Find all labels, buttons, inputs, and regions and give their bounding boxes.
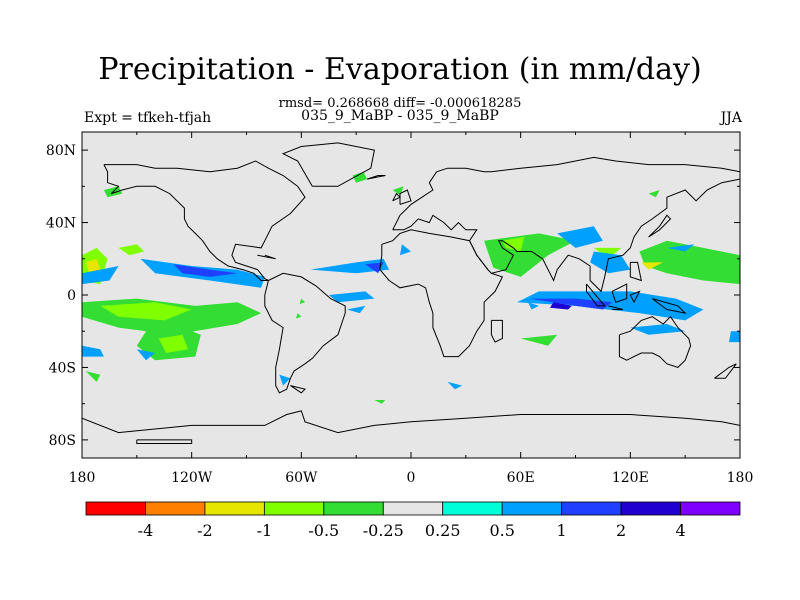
legend-swatch bbox=[263, 501, 325, 516]
legend-label: -2 bbox=[197, 521, 213, 540]
coastline-8 bbox=[608, 305, 624, 310]
anomaly-region-19 bbox=[328, 291, 375, 303]
coastline-13 bbox=[629, 261, 642, 282]
anomaly-region-4 bbox=[82, 266, 119, 285]
coastline-11 bbox=[652, 298, 687, 314]
legend-label: 0.5 bbox=[489, 521, 514, 540]
x-tick-label: 120E bbox=[612, 470, 649, 486]
y-tick-label: 40N bbox=[46, 216, 76, 232]
coastline-14 bbox=[714, 363, 737, 379]
legend-label: 2 bbox=[616, 521, 626, 540]
anomaly-region-15 bbox=[295, 313, 302, 319]
anomaly-region-17 bbox=[365, 262, 384, 274]
color-legend: -4 -2 -1 -0.5 -0.25 0.25 0.5 1 2 4 bbox=[85, 501, 741, 540]
anomaly-region-21 bbox=[352, 171, 368, 183]
anomaly-region-3 bbox=[85, 258, 101, 274]
anomaly-region-25 bbox=[648, 190, 660, 198]
anomaly-region-27 bbox=[557, 226, 603, 248]
legend-swatch bbox=[442, 501, 503, 516]
anomaly-region-35 bbox=[529, 298, 613, 310]
legend-label: 1 bbox=[557, 521, 567, 540]
anomaly-region-31 bbox=[639, 240, 740, 285]
anomaly-region-40 bbox=[447, 381, 463, 390]
anomaly-region-10 bbox=[82, 345, 104, 357]
anomaly-region-29 bbox=[593, 247, 622, 259]
coastlines bbox=[82, 142, 740, 444]
legend-swatch bbox=[382, 501, 444, 516]
anomaly-region-5 bbox=[118, 244, 145, 256]
coastline-9 bbox=[611, 283, 628, 303]
coastline-7 bbox=[586, 283, 606, 307]
anomaly-region-23 bbox=[374, 400, 386, 404]
anomaly-region-39 bbox=[729, 331, 740, 343]
stats-line: rmsd= 0.268668 diff= -0.000618285 bbox=[278, 96, 522, 111]
anomaly-region-32 bbox=[641, 262, 664, 270]
legend-swatch bbox=[204, 501, 265, 516]
x-tick-label: 60W bbox=[285, 470, 318, 486]
legend-swatch bbox=[620, 501, 681, 516]
coastline-2 bbox=[281, 142, 375, 187]
y-tick-label: 80N bbox=[46, 143, 76, 159]
legend-swatch bbox=[145, 501, 206, 516]
legend-label: -4 bbox=[138, 521, 154, 540]
anomaly-region-7 bbox=[100, 302, 192, 321]
legend-swatch bbox=[323, 501, 384, 516]
chart-title: Precipitation - Evaporation (in mm/day) bbox=[98, 52, 702, 87]
anomaly-region-28 bbox=[502, 237, 525, 252]
anomaly-region-16 bbox=[310, 258, 390, 274]
anomaly-region-30 bbox=[590, 251, 631, 274]
coastline-21 bbox=[290, 385, 306, 394]
coastline-3 bbox=[392, 156, 740, 293]
coastline-5 bbox=[618, 315, 692, 368]
anomaly-region-1 bbox=[173, 264, 238, 277]
anomaly-region-37 bbox=[520, 334, 558, 346]
y-tick-label: 80S bbox=[49, 433, 76, 449]
coastline-19 bbox=[82, 410, 740, 434]
coastline-1 bbox=[264, 272, 346, 394]
coastline-16 bbox=[392, 192, 401, 202]
x-tick-label: 180 bbox=[727, 470, 754, 486]
coastline-18 bbox=[257, 254, 276, 260]
experiment-label: Expt = tfkeh-tfjah bbox=[84, 110, 212, 126]
anomaly-region-13 bbox=[279, 374, 291, 386]
y-axis: 80N 40N 0 40S 80S bbox=[46, 143, 740, 449]
case-label: 035_9_MaBP - 035_9_MaBP bbox=[301, 108, 499, 124]
anomaly-region-41 bbox=[528, 302, 539, 310]
legend-swatch bbox=[501, 501, 563, 516]
x-tick-label: 60E bbox=[507, 470, 535, 486]
anomaly-region-12 bbox=[85, 371, 101, 382]
anomaly-region-20 bbox=[347, 305, 366, 314]
anomaly-region-33 bbox=[666, 244, 695, 252]
y-tick-label: 0 bbox=[67, 288, 76, 304]
x-axis: 180 120W 60W 0 60E 120E 180 bbox=[69, 132, 754, 486]
legend-label: -0.5 bbox=[308, 521, 339, 540]
coastline-4 bbox=[379, 229, 504, 358]
anomaly-region-36 bbox=[549, 302, 572, 310]
y-tick-label: 40S bbox=[49, 360, 76, 376]
anomaly-region-14 bbox=[299, 298, 305, 305]
anomaly-region-18 bbox=[400, 244, 411, 256]
anomaly-region-38 bbox=[630, 324, 686, 335]
coastline-20 bbox=[136, 439, 193, 444]
legend-swatch bbox=[85, 501, 146, 516]
x-tick-label: 120W bbox=[171, 470, 213, 486]
legend-label: -1 bbox=[257, 521, 273, 540]
anomaly-regions bbox=[82, 171, 740, 404]
legend-label: 0.25 bbox=[425, 521, 461, 540]
coastline-10 bbox=[629, 290, 641, 304]
legend-swatch bbox=[561, 501, 622, 516]
coastline-6 bbox=[490, 319, 503, 343]
legend-label: -0.25 bbox=[363, 521, 404, 540]
coastline-12 bbox=[648, 214, 672, 238]
coastline-17 bbox=[366, 175, 386, 180]
anomaly-region-9 bbox=[158, 334, 188, 353]
legend-label: 4 bbox=[675, 521, 685, 540]
anomaly-region-22 bbox=[392, 186, 404, 196]
x-tick-label: 0 bbox=[407, 470, 416, 486]
legend-swatch bbox=[680, 501, 741, 516]
x-tick-label: 180 bbox=[69, 470, 96, 486]
season-label: JJA bbox=[720, 110, 742, 126]
anomaly-region-11 bbox=[136, 349, 156, 361]
